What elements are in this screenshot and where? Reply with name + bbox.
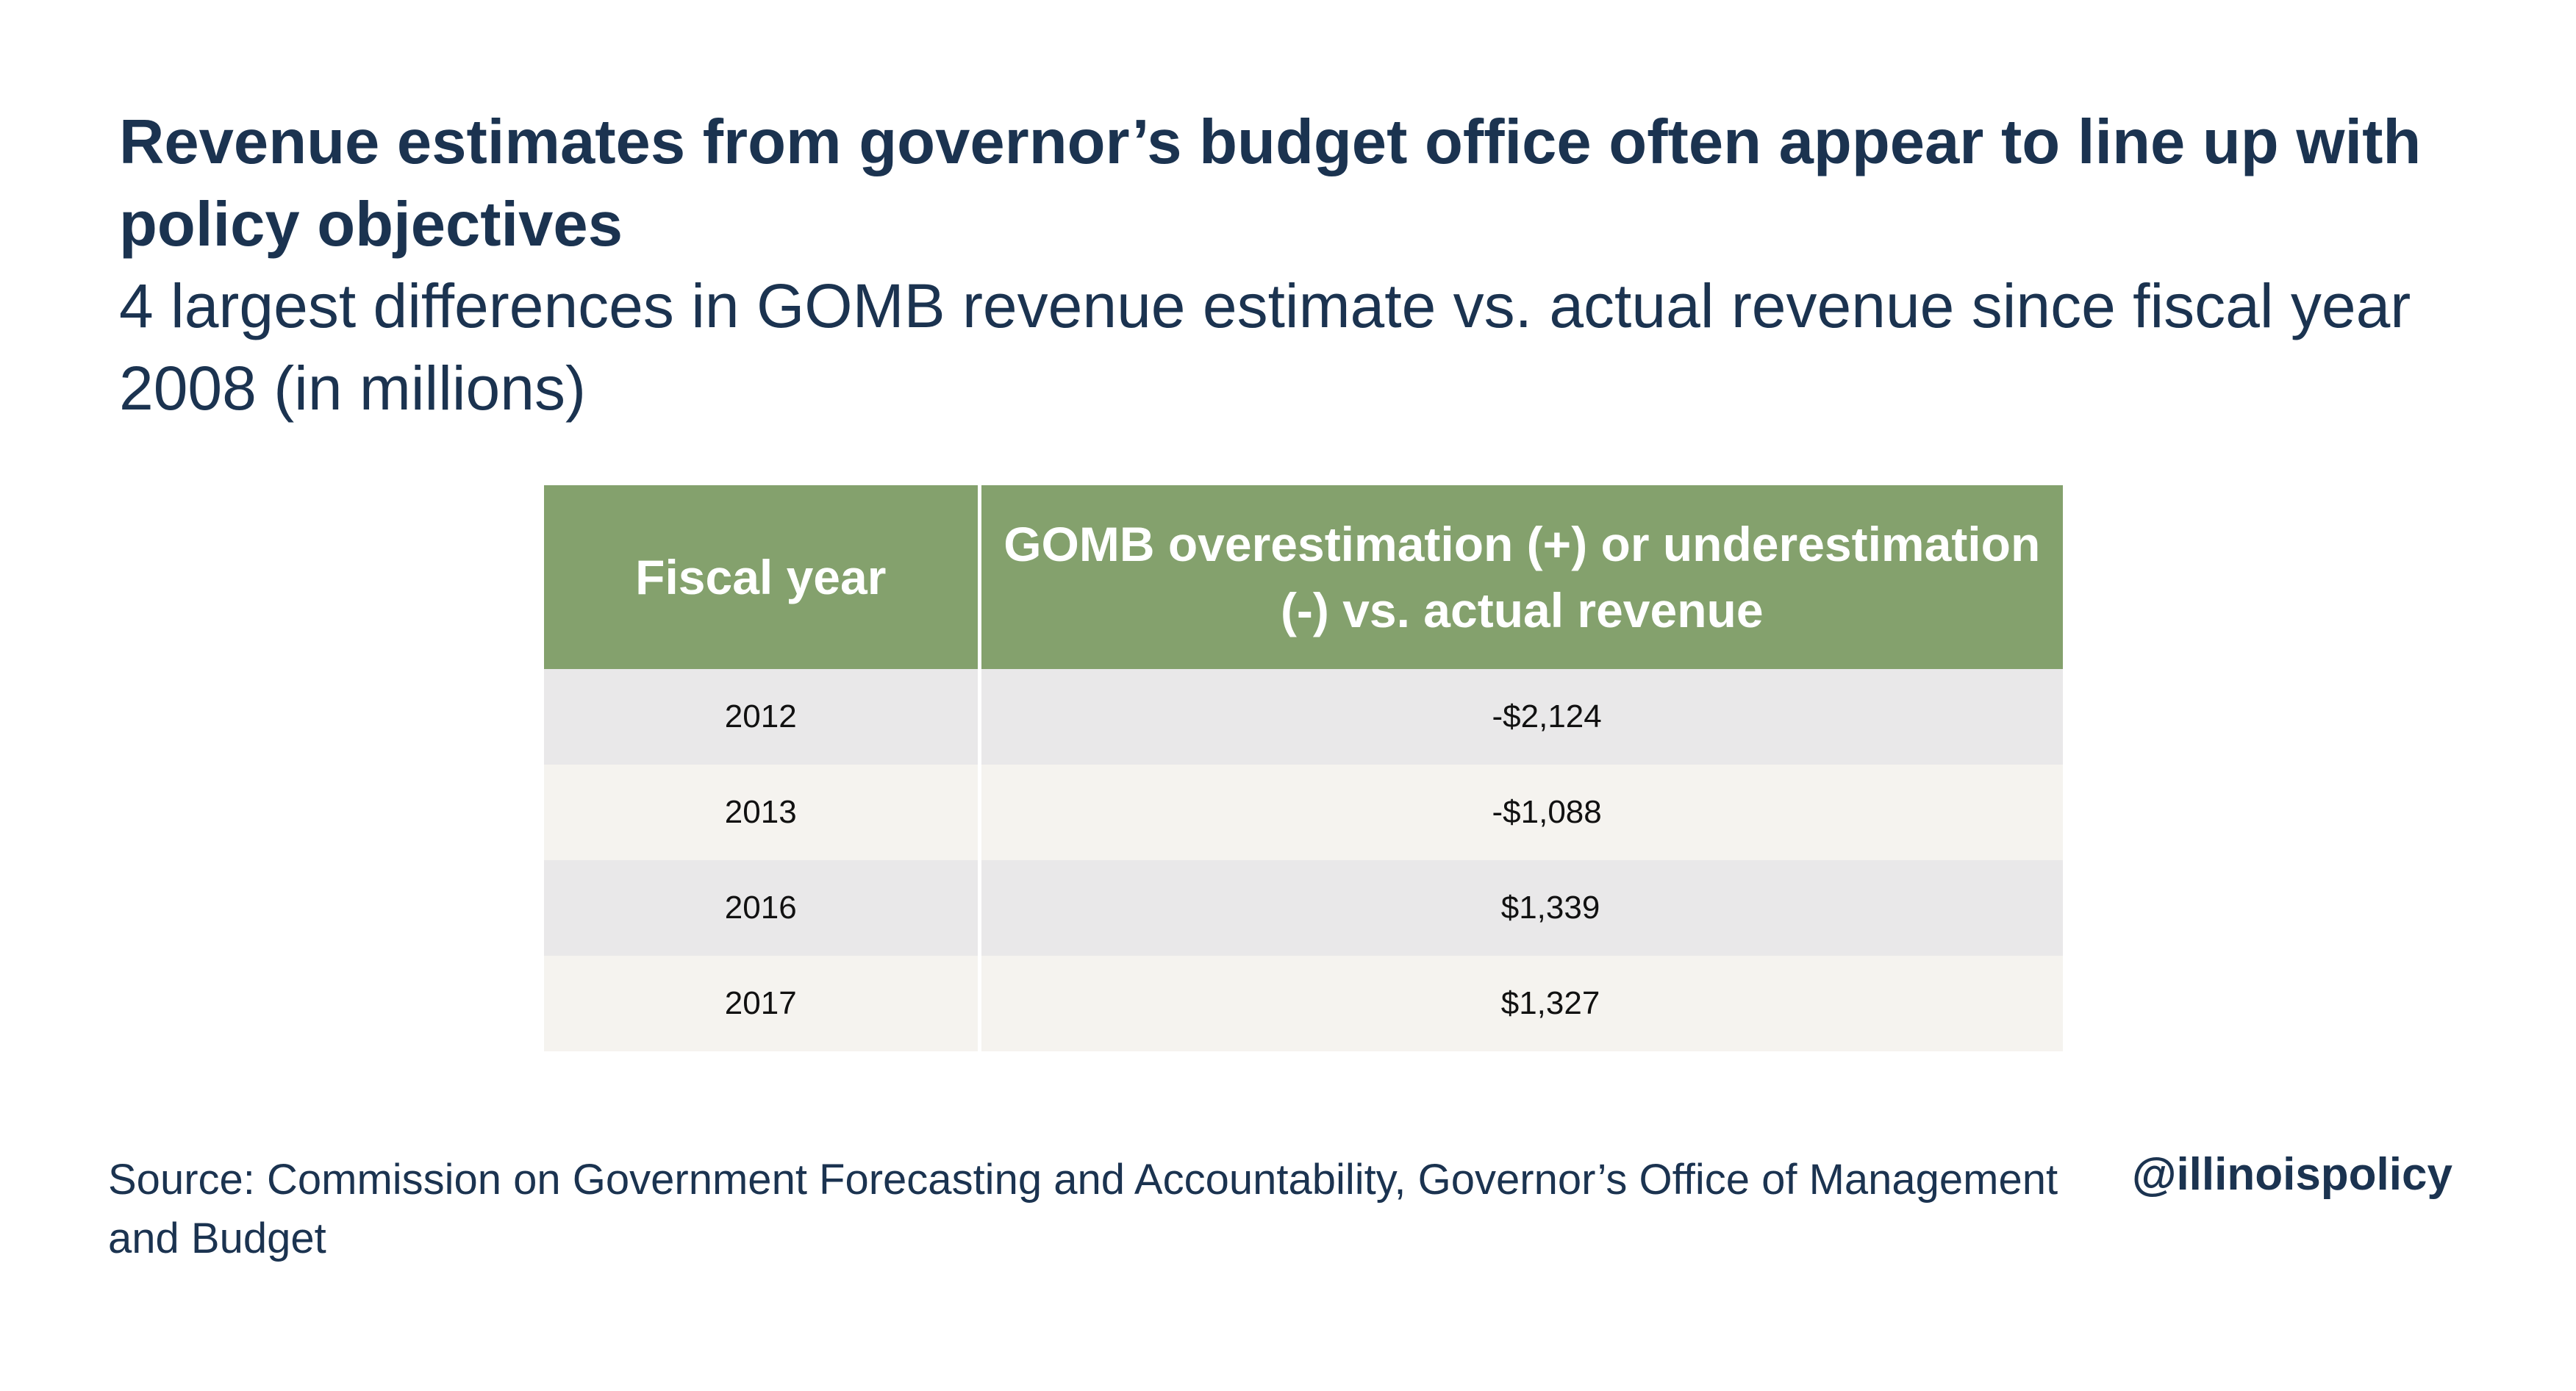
table-header: Fiscal year GOMB overestimation (+) or u… xyxy=(544,485,2063,669)
difference-value-cell: $1,339 xyxy=(979,860,2063,956)
table-row: 2012 -$2,124 xyxy=(544,669,2063,765)
chart-title: Revenue estimates from governor’s budget… xyxy=(119,107,2422,260)
fiscal-year-cell: 2017 xyxy=(544,956,981,1051)
difference-value-cell: -$1,088 xyxy=(979,765,2063,860)
difference-value-cell: $1,327 xyxy=(979,956,2063,1051)
chart-subtitle: 4 largest differences in GOMB revenue es… xyxy=(119,271,2411,423)
social-handle: @illinoispolicy xyxy=(2132,1149,2452,1200)
fiscal-year-cell: 2016 xyxy=(544,860,981,956)
table-row: 2016 $1,339 xyxy=(544,860,2063,956)
fiscal-year-cell: 2013 xyxy=(544,765,981,860)
source-note: Source: Commission on Government Forecas… xyxy=(108,1156,2058,1262)
difference-value-cell: -$2,124 xyxy=(979,669,2063,765)
fiscal-year-cell: 2012 xyxy=(544,669,981,765)
table-row: 2013 -$1,088 xyxy=(544,765,2063,860)
table-header-row: Fiscal year GOMB overestimation (+) or u… xyxy=(544,485,2063,669)
table-body: 2012 -$2,124 2013 -$1,088 2016 $1,339 20… xyxy=(544,669,2063,1051)
revenue-difference-table: Fiscal year GOMB overestimation (+) or u… xyxy=(544,485,2063,1051)
table-row: 2017 $1,327 xyxy=(544,956,2063,1051)
column-header-fiscal-year: Fiscal year xyxy=(544,485,981,669)
column-header-estimation-difference: GOMB overestimation (+) or underestimati… xyxy=(979,485,2063,669)
